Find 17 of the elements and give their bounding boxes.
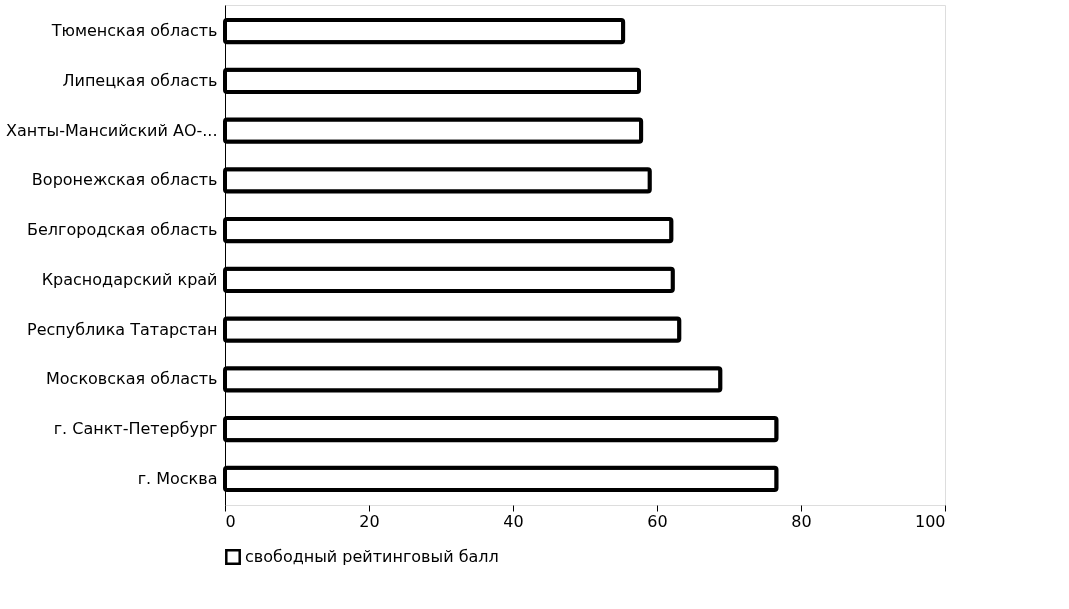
y-tick-label: Липецкая область (62, 70, 218, 90)
x-tick-label: 0 (225, 511, 236, 531)
y-tick-label: Воронежская область (31, 170, 218, 190)
x-tick-label: 60 (647, 511, 668, 531)
y-tick-label: Республика Татарстан (26, 319, 218, 339)
y-tick-label: Краснодарский край (41, 269, 218, 289)
x-tick-label: 100 (914, 511, 946, 531)
x-tick-label: 80 (791, 511, 812, 531)
y-tick-label: г. Санкт-Петербург (53, 419, 218, 439)
y-tick-label: Белгородская область (27, 220, 218, 240)
legend-label: свободный рейтинговый балл (245, 547, 499, 566)
y-tick-label: г. Москва (137, 468, 218, 488)
x-tick-label: 40 (503, 511, 524, 531)
x-tick-label: 20 (359, 511, 380, 531)
y-tick-label: Московская область (46, 369, 218, 389)
y-tick-label: Тюменская область (50, 21, 218, 41)
y-tick-label: Ханты-Мансийский АО-... (5, 120, 218, 140)
